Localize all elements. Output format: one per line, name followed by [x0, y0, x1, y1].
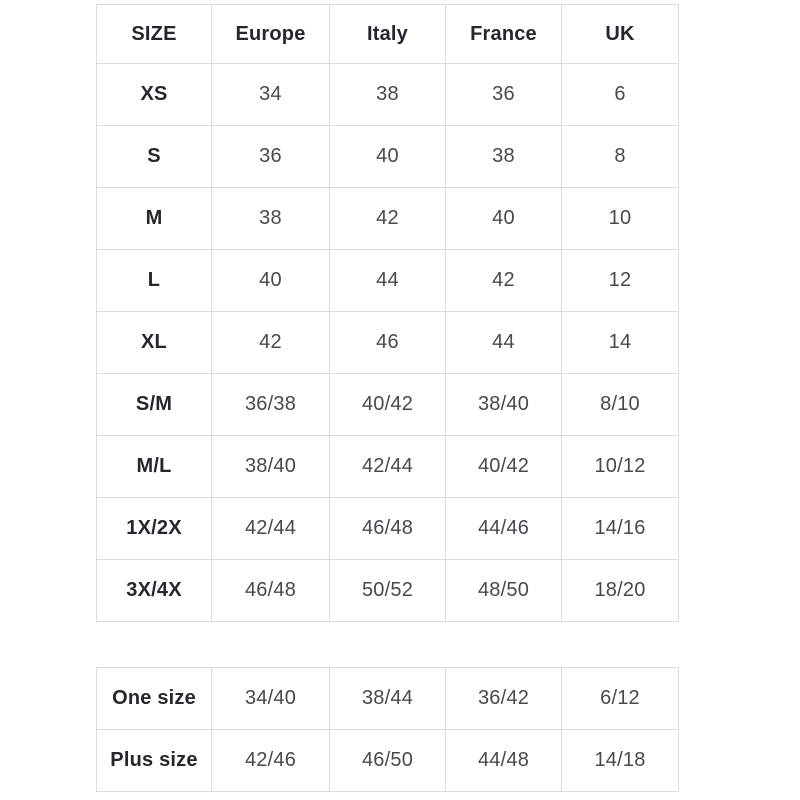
table-row-3x-4x: 3X/4X 46/48 50/52 48/50 18/20: [96, 559, 679, 622]
value-cell-uk: 8: [561, 125, 679, 188]
value-cell-uk: 14/18: [561, 729, 679, 792]
value-cell-france: 40/42: [445, 435, 562, 498]
value-cell-france: 40: [445, 187, 562, 250]
value-cell-france: 48/50: [445, 559, 562, 622]
value-cell-france: 38: [445, 125, 562, 188]
size-label-cell: S: [96, 125, 212, 188]
table-row-xs: XS 34 38 36 6: [96, 63, 679, 126]
column-header-uk: UK: [561, 4, 679, 64]
value-cell-europe: 40: [211, 249, 330, 312]
value-cell-europe: 38/40: [211, 435, 330, 498]
table-row-xl: XL 42 46 44 14: [96, 311, 679, 374]
size-label-cell: One size: [96, 667, 212, 730]
value-cell-uk: 10/12: [561, 435, 679, 498]
value-cell-uk: 10: [561, 187, 679, 250]
value-cell-uk: 12: [561, 249, 679, 312]
table-row-m-l: M/L 38/40 42/44 40/42 10/12: [96, 435, 679, 498]
table-row-one-size: One size 34/40 38/44 36/42 6/12: [96, 667, 679, 730]
value-cell-europe: 34/40: [211, 667, 330, 730]
value-cell-europe: 42: [211, 311, 330, 374]
size-label-cell: 3X/4X: [96, 559, 212, 622]
value-cell-italy: 46/48: [329, 497, 446, 560]
value-cell-france: 44/48: [445, 729, 562, 792]
table-row-plus-size: Plus size 42/46 46/50 44/48 14/18: [96, 729, 679, 792]
value-cell-uk: 14/16: [561, 497, 679, 560]
value-cell-france: 44: [445, 311, 562, 374]
size-label-cell: M: [96, 187, 212, 250]
value-cell-italy: 42/44: [329, 435, 446, 498]
value-cell-europe: 42/44: [211, 497, 330, 560]
value-cell-europe: 46/48: [211, 559, 330, 622]
table-row-s: S 36 40 38 8: [96, 125, 679, 188]
value-cell-france: 36: [445, 63, 562, 126]
special-sizes-table: One size 34/40 38/44 36/42 6/12 Plus siz…: [96, 667, 679, 792]
value-cell-europe: 36/38: [211, 373, 330, 436]
size-label-cell: M/L: [96, 435, 212, 498]
column-header-europe: Europe: [211, 4, 330, 64]
size-label-cell: Plus size: [96, 729, 212, 792]
value-cell-italy: 40: [329, 125, 446, 188]
value-cell-italy: 38: [329, 63, 446, 126]
size-label-cell: S/M: [96, 373, 212, 436]
value-cell-france: 36/42: [445, 667, 562, 730]
size-label-cell: XL: [96, 311, 212, 374]
value-cell-italy: 40/42: [329, 373, 446, 436]
size-label-cell: 1X/2X: [96, 497, 212, 560]
value-cell-europe: 34: [211, 63, 330, 126]
value-cell-italy: 50/52: [329, 559, 446, 622]
table-row-m: M 38 42 40 10: [96, 187, 679, 250]
value-cell-france: 38/40: [445, 373, 562, 436]
column-header-size: SIZE: [96, 4, 212, 64]
value-cell-uk: 8/10: [561, 373, 679, 436]
value-cell-europe: 42/46: [211, 729, 330, 792]
value-cell-italy: 46: [329, 311, 446, 374]
value-cell-italy: 44: [329, 249, 446, 312]
value-cell-uk: 14: [561, 311, 679, 374]
value-cell-uk: 6/12: [561, 667, 679, 730]
value-cell-france: 44/46: [445, 497, 562, 560]
table-row-s-m: S/M 36/38 40/42 38/40 8/10: [96, 373, 679, 436]
table-row-1x-2x: 1X/2X 42/44 46/48 44/46 14/16: [96, 497, 679, 560]
value-cell-italy: 38/44: [329, 667, 446, 730]
size-label-cell: L: [96, 249, 212, 312]
value-cell-uk: 18/20: [561, 559, 679, 622]
value-cell-europe: 38: [211, 187, 330, 250]
column-header-italy: Italy: [329, 4, 446, 64]
value-cell-uk: 6: [561, 63, 679, 126]
value-cell-italy: 46/50: [329, 729, 446, 792]
value-cell-italy: 42: [329, 187, 446, 250]
table-row-l: L 40 44 42 12: [96, 249, 679, 312]
value-cell-europe: 36: [211, 125, 330, 188]
value-cell-france: 42: [445, 249, 562, 312]
column-header-france: France: [445, 4, 562, 64]
header-row: SIZE Europe Italy France UK: [96, 4, 679, 64]
size-conversion-table: SIZE Europe Italy France UK XS 34 38 36 …: [96, 4, 679, 622]
size-label-cell: XS: [96, 63, 212, 126]
